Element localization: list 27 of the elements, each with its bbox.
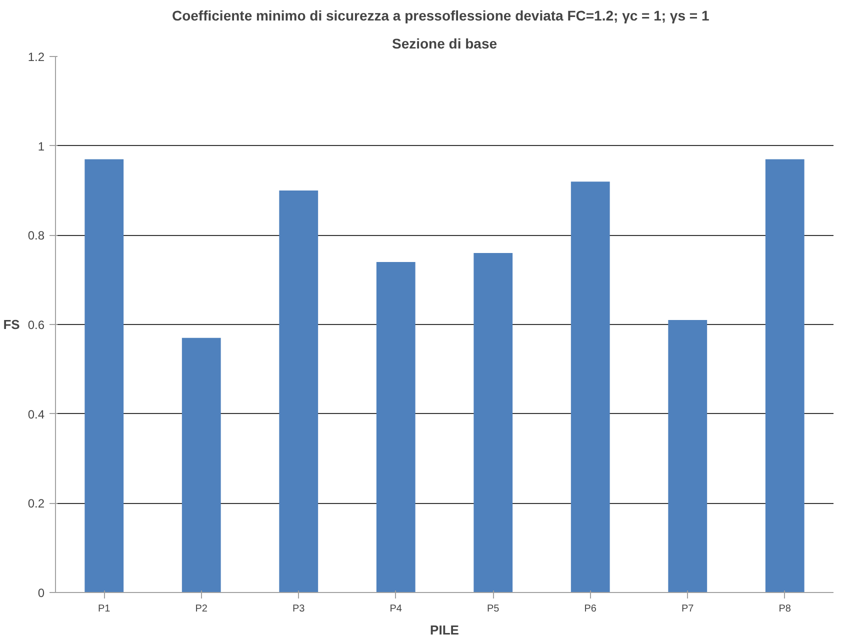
x-tick-label: P2: [195, 604, 208, 614]
y-tick-label: 0.4: [28, 407, 45, 422]
bar: [182, 338, 221, 592]
y-tick-label: 0.8: [28, 228, 45, 243]
bar: [570, 182, 610, 592]
chart-title: Coefficiente minimo di sicurezza a pressoflessione deviata FC=1.2; γc = 1; γs = 1: [172, 8, 710, 24]
bar: [474, 253, 513, 592]
bar: [84, 159, 124, 592]
x-tick-label: P4: [390, 604, 402, 614]
bar: [376, 262, 416, 592]
x-tick-label: P3: [292, 604, 306, 614]
y-tick-label: 0.2: [28, 496, 45, 511]
y-tick-label: 1: [38, 139, 45, 154]
x-tick-label: P8: [778, 604, 792, 614]
bar: [668, 320, 708, 592]
x-tick-label: P7: [682, 604, 694, 614]
x-axis-title: PILE: [430, 622, 460, 638]
bar: [279, 190, 318, 592]
x-tick-label: P1: [98, 604, 111, 614]
x-tick-label: P6: [584, 604, 597, 614]
y-tick-label: 1.2: [28, 50, 45, 64]
chart-subtitle: Sezione di base: [392, 36, 498, 52]
y-tick-label: 0: [38, 586, 45, 600]
y-axis-title: FS: [3, 317, 20, 332]
x-tick-label: P5: [487, 604, 500, 614]
bar: [765, 159, 804, 592]
y-tick-label: 0.6: [28, 318, 45, 332]
